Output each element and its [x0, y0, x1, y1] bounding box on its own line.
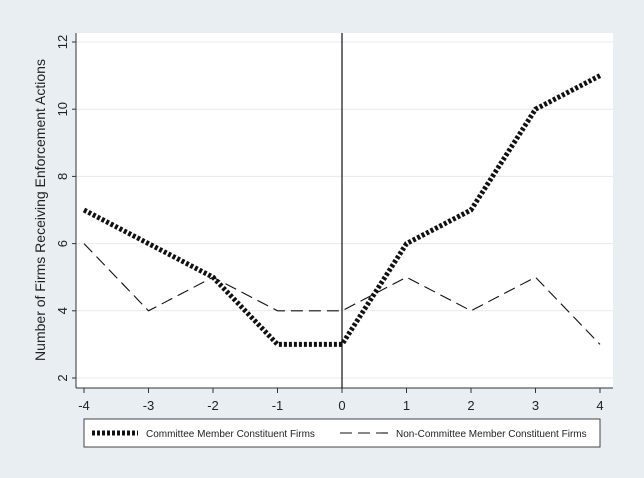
y-tick-label: 4	[55, 307, 70, 314]
y-tick-label: 8	[55, 173, 70, 180]
x-tick-label: -1	[272, 398, 284, 413]
y-tick-label: 6	[55, 240, 70, 247]
legend-label-committee: Committee Member Constituent Firms	[146, 429, 315, 440]
x-tick-label: 1	[403, 398, 410, 413]
x-tick-label: 4	[596, 398, 603, 413]
legend: Committee Member Constituent Firms Non-C…	[83, 418, 601, 448]
x-tick-label: -3	[143, 398, 155, 413]
y-tick-label: 10	[55, 102, 70, 116]
legend-label-non-committee: Non-Committee Member Constituent Firms	[396, 429, 587, 440]
y-tick-label: 2	[55, 374, 70, 381]
x-tick-label: 2	[467, 398, 474, 413]
series-layer	[82, 73, 602, 347]
gridlines	[76, 41, 613, 379]
series-line-non-committee	[83, 243, 601, 345]
x-tick-label: -2	[207, 398, 219, 413]
y-tick-label: 12	[55, 35, 70, 49]
y-axis-label: Number of Firms Receiving Enforcement Ac…	[32, 59, 48, 361]
x-tick-label: 3	[532, 398, 539, 413]
x-tick-label: 0	[338, 398, 345, 413]
plot-area	[76, 33, 613, 388]
x-tick-label: -4	[78, 398, 90, 413]
series-line-committee	[82, 73, 602, 347]
